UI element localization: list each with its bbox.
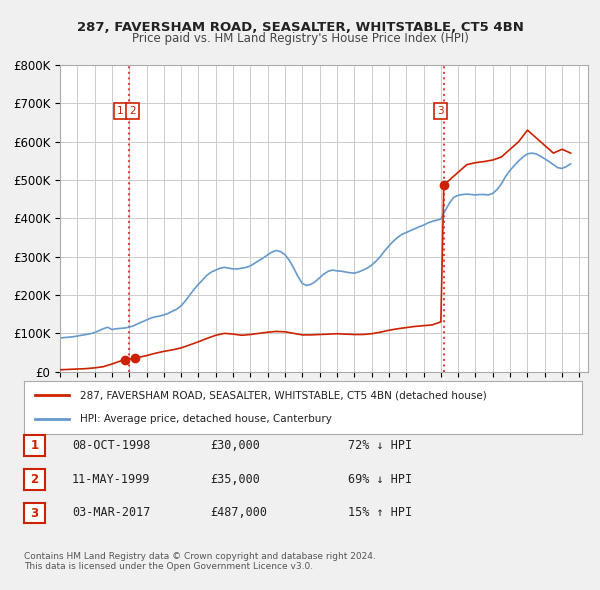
Text: 15% ↑ HPI: 15% ↑ HPI [348,506,412,519]
Text: 72% ↓ HPI: 72% ↓ HPI [348,439,412,452]
Text: 3: 3 [31,506,38,520]
Text: 1: 1 [117,106,124,116]
Text: 08-OCT-1998: 08-OCT-1998 [72,439,151,452]
Text: £30,000: £30,000 [210,439,260,452]
Text: Contains HM Land Registry data © Crown copyright and database right 2024.
This d: Contains HM Land Registry data © Crown c… [24,552,376,571]
Text: 11-MAY-1999: 11-MAY-1999 [72,473,151,486]
Text: 3: 3 [437,106,443,116]
Text: 2: 2 [130,106,136,116]
Text: 2: 2 [31,473,38,486]
Text: £35,000: £35,000 [210,473,260,486]
Text: 03-MAR-2017: 03-MAR-2017 [72,506,151,519]
Text: 69% ↓ HPI: 69% ↓ HPI [348,473,412,486]
Text: 287, FAVERSHAM ROAD, SEASALTER, WHITSTABLE, CT5 4BN: 287, FAVERSHAM ROAD, SEASALTER, WHITSTAB… [77,21,523,34]
Text: 287, FAVERSHAM ROAD, SEASALTER, WHITSTABLE, CT5 4BN (detached house): 287, FAVERSHAM ROAD, SEASALTER, WHITSTAB… [80,391,487,401]
Text: HPI: Average price, detached house, Canterbury: HPI: Average price, detached house, Cant… [80,414,332,424]
Text: 1: 1 [31,439,38,453]
Text: £487,000: £487,000 [210,506,267,519]
Text: Price paid vs. HM Land Registry's House Price Index (HPI): Price paid vs. HM Land Registry's House … [131,32,469,45]
